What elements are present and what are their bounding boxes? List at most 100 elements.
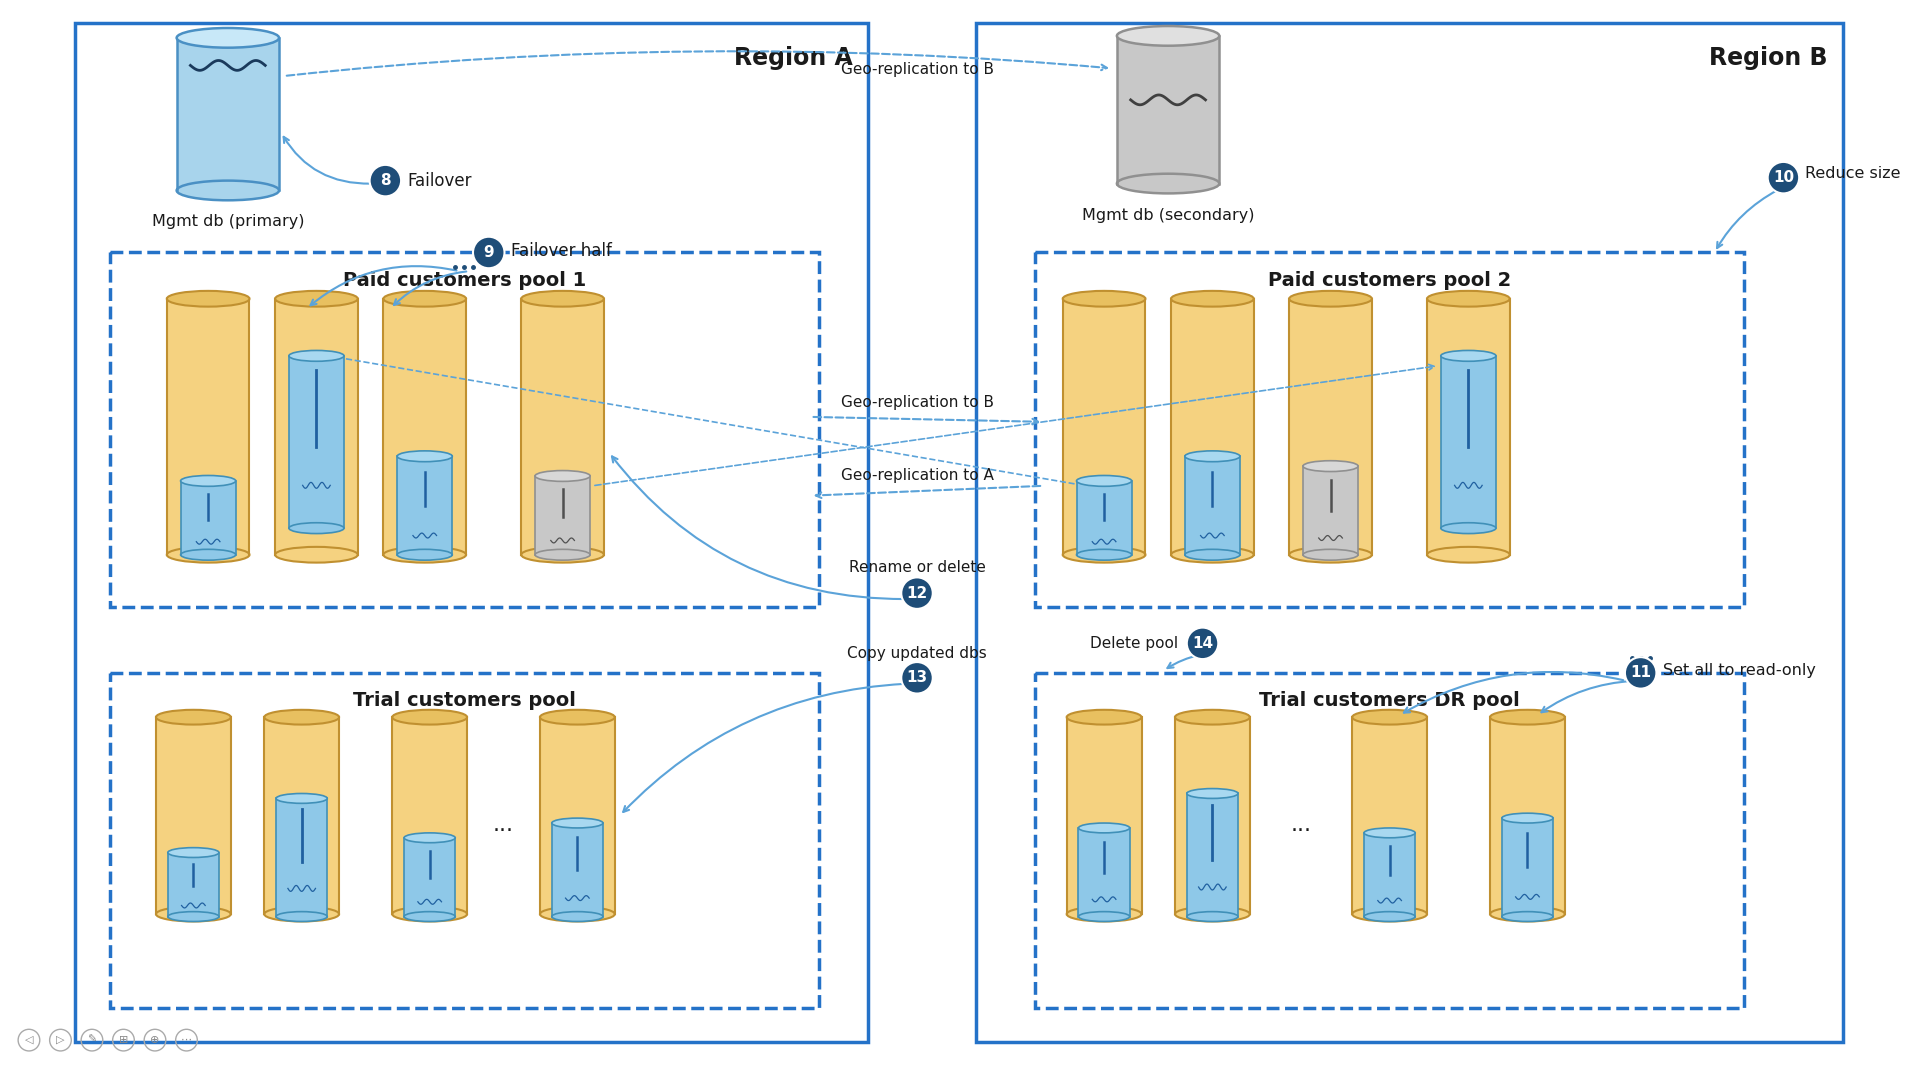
Ellipse shape [276, 291, 358, 307]
Ellipse shape [534, 550, 590, 561]
Polygon shape [289, 356, 345, 528]
Polygon shape [1489, 718, 1564, 915]
Ellipse shape [383, 547, 465, 563]
Ellipse shape [1489, 907, 1564, 921]
Polygon shape [276, 798, 327, 917]
Text: Rename or delete: Rename or delete [848, 560, 986, 575]
Text: Reduce size: Reduce size [1805, 166, 1899, 181]
Polygon shape [1076, 481, 1131, 555]
Ellipse shape [1116, 26, 1219, 45]
Polygon shape [396, 456, 452, 555]
Ellipse shape [1426, 547, 1508, 563]
Ellipse shape [176, 181, 279, 200]
Ellipse shape [264, 710, 339, 724]
Polygon shape [392, 718, 467, 915]
Ellipse shape [1066, 710, 1141, 724]
Polygon shape [1288, 299, 1370, 555]
Circle shape [369, 165, 400, 196]
Text: ...: ... [492, 816, 513, 835]
Ellipse shape [534, 470, 590, 481]
Ellipse shape [180, 476, 235, 486]
Ellipse shape [1185, 550, 1238, 561]
Bar [109, 253, 817, 607]
Ellipse shape [1439, 351, 1495, 362]
Ellipse shape [392, 710, 467, 724]
Ellipse shape [1175, 907, 1250, 921]
Bar [976, 23, 1841, 1042]
Text: ✎: ✎ [88, 1035, 96, 1045]
Ellipse shape [155, 907, 232, 921]
Polygon shape [168, 852, 218, 917]
Text: Paid customers pool 2: Paid customers pool 2 [1267, 270, 1510, 289]
Ellipse shape [180, 550, 235, 561]
Ellipse shape [551, 818, 603, 827]
Ellipse shape [289, 523, 345, 534]
Polygon shape [167, 299, 249, 555]
Ellipse shape [1351, 710, 1426, 724]
Ellipse shape [167, 291, 249, 307]
Text: Trial customers pool: Trial customers pool [352, 691, 576, 710]
Polygon shape [1187, 793, 1236, 917]
Ellipse shape [1489, 710, 1564, 724]
Ellipse shape [1175, 710, 1250, 724]
Polygon shape [540, 718, 614, 915]
Text: Set all to read-only: Set all to read-only [1663, 664, 1814, 678]
Ellipse shape [540, 710, 614, 724]
Text: 9: 9 [482, 245, 494, 260]
Ellipse shape [1351, 907, 1426, 921]
Ellipse shape [1187, 911, 1236, 921]
Bar [1035, 253, 1744, 607]
Ellipse shape [1116, 173, 1219, 194]
Ellipse shape [1363, 911, 1414, 921]
Ellipse shape [168, 848, 218, 858]
Circle shape [1767, 161, 1799, 194]
Text: Mgmt db (secondary): Mgmt db (secondary) [1081, 208, 1254, 223]
Bar [109, 672, 817, 1007]
Ellipse shape [540, 907, 614, 921]
Text: Failover half: Failover half [511, 241, 612, 259]
Ellipse shape [1066, 907, 1141, 921]
Ellipse shape [383, 291, 465, 307]
Polygon shape [155, 718, 232, 915]
Text: Region B: Region B [1709, 45, 1826, 70]
Ellipse shape [1288, 291, 1370, 307]
Bar [1035, 672, 1744, 1007]
Text: Geo-replication to A: Geo-replication to A [840, 468, 993, 483]
Ellipse shape [551, 911, 603, 921]
Bar [75, 23, 867, 1042]
Polygon shape [1439, 356, 1495, 528]
Text: 12: 12 [905, 585, 926, 600]
Circle shape [1625, 657, 1656, 689]
Text: Region A: Region A [733, 45, 852, 70]
Ellipse shape [1302, 550, 1357, 561]
Ellipse shape [1439, 523, 1495, 534]
Polygon shape [180, 481, 235, 555]
Ellipse shape [276, 911, 327, 921]
Ellipse shape [404, 911, 456, 921]
Ellipse shape [289, 351, 345, 362]
Text: 11: 11 [1629, 665, 1650, 680]
Polygon shape [264, 718, 339, 915]
Text: Failover: Failover [408, 171, 471, 189]
Text: Mgmt db (primary): Mgmt db (primary) [151, 214, 304, 229]
Text: 10: 10 [1772, 170, 1793, 185]
Ellipse shape [521, 291, 603, 307]
Text: Trial customers DR pool: Trial customers DR pool [1259, 691, 1520, 710]
Polygon shape [1302, 466, 1357, 555]
Ellipse shape [1078, 823, 1129, 833]
Polygon shape [1116, 36, 1219, 184]
Ellipse shape [1062, 291, 1145, 307]
Polygon shape [1185, 456, 1238, 555]
Ellipse shape [276, 793, 327, 804]
Polygon shape [404, 838, 456, 917]
Polygon shape [1062, 299, 1145, 555]
Text: 8: 8 [379, 173, 390, 188]
Polygon shape [1175, 718, 1250, 915]
Ellipse shape [1076, 476, 1131, 486]
Circle shape [473, 237, 503, 268]
Text: 13: 13 [905, 670, 926, 685]
Ellipse shape [1302, 461, 1357, 471]
Circle shape [901, 578, 932, 609]
Ellipse shape [276, 547, 358, 563]
Ellipse shape [168, 911, 218, 921]
